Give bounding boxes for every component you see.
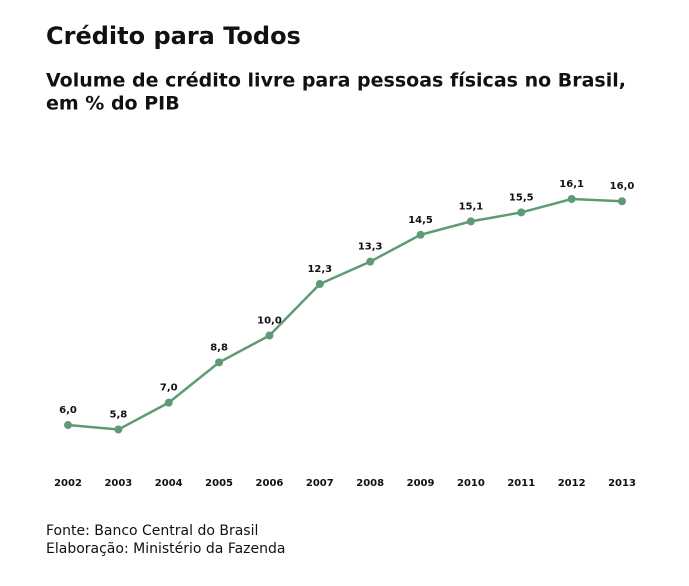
data-label: 5,8 (110, 410, 128, 421)
data-label: 15,1 (459, 201, 484, 212)
data-label: 6,0 (59, 405, 77, 416)
chart-subtitle: em % do PIB (46, 93, 180, 115)
x-tick-label: 2003 (104, 478, 132, 489)
x-tick-label: 2013 (608, 478, 636, 489)
data-point (164, 398, 173, 407)
x-tick-label: 2009 (407, 478, 435, 489)
x-tick-label: 2006 (256, 478, 284, 489)
source-note: Elaboração: Ministério da Fazenda (46, 541, 285, 557)
x-tick-label: 2012 (558, 478, 586, 489)
x-tick-label: 2010 (457, 478, 485, 489)
source-note: Fonte: Banco Central do Brasil (46, 523, 258, 539)
data-point (64, 421, 72, 430)
data-point (517, 208, 526, 217)
data-point (265, 331, 274, 340)
data-label: 13,3 (358, 242, 383, 253)
data-point (114, 425, 123, 434)
data-label: 14,5 (408, 215, 433, 226)
x-tick-label: 2005 (205, 478, 233, 489)
data-label: 7,0 (160, 383, 178, 394)
data-point (215, 358, 224, 367)
data-point (315, 280, 324, 289)
data-label: 15,5 (509, 192, 534, 203)
x-tick-label: 2004 (155, 478, 183, 489)
x-tick-label: 2008 (356, 478, 384, 489)
data-line (67, 197, 623, 431)
data-point (618, 197, 626, 206)
x-tick-label: 2002 (54, 478, 82, 489)
data-point (366, 257, 375, 266)
chart-subtitle: Volume de crédito livre para pessoas fís… (46, 70, 626, 92)
data-label: 12,3 (307, 264, 332, 275)
data-label: 10,0 (257, 316, 282, 327)
data-point (567, 195, 576, 203)
data-label: 16,1 (559, 179, 584, 190)
data-point (466, 217, 475, 226)
data-label: 16,0 (610, 181, 635, 192)
data-label: 8,8 (210, 342, 228, 353)
data-point (416, 230, 425, 239)
x-tick-label: 2007 (306, 478, 334, 489)
chart-title: Crédito para Todos (46, 22, 301, 50)
x-tick-label: 2011 (507, 478, 535, 489)
